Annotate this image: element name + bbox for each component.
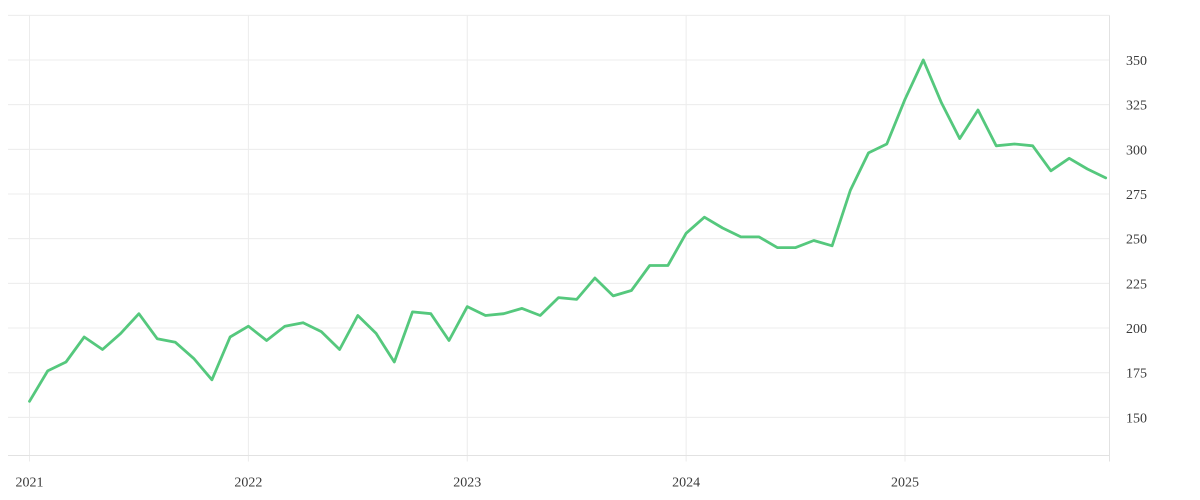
x-axis-tick-label: 2023 — [453, 476, 481, 491]
y-axis-tick-label: 350 — [1126, 54, 1147, 69]
x-axis-tick-label: 2024 — [672, 476, 700, 491]
y-axis-tick-label: 300 — [1126, 143, 1147, 158]
y-axis-tick-label: 175 — [1126, 367, 1147, 382]
y-axis-tick-label: 225 — [1126, 277, 1147, 292]
y-axis-tick-label: 275 — [1126, 188, 1147, 203]
x-axis-tick-label: 2022 — [234, 476, 262, 491]
price-series-line — [28, 58, 1108, 403]
y-axis-tick-label: 250 — [1126, 233, 1147, 248]
x-axis-tick-label: 2025 — [891, 476, 919, 491]
x-axis-tick-label: 2021 — [16, 476, 44, 491]
y-axis-tick-label: 325 — [1126, 99, 1147, 114]
y-axis-tick-label: 200 — [1126, 322, 1147, 337]
y-axis-tick-label: 150 — [1126, 411, 1147, 426]
